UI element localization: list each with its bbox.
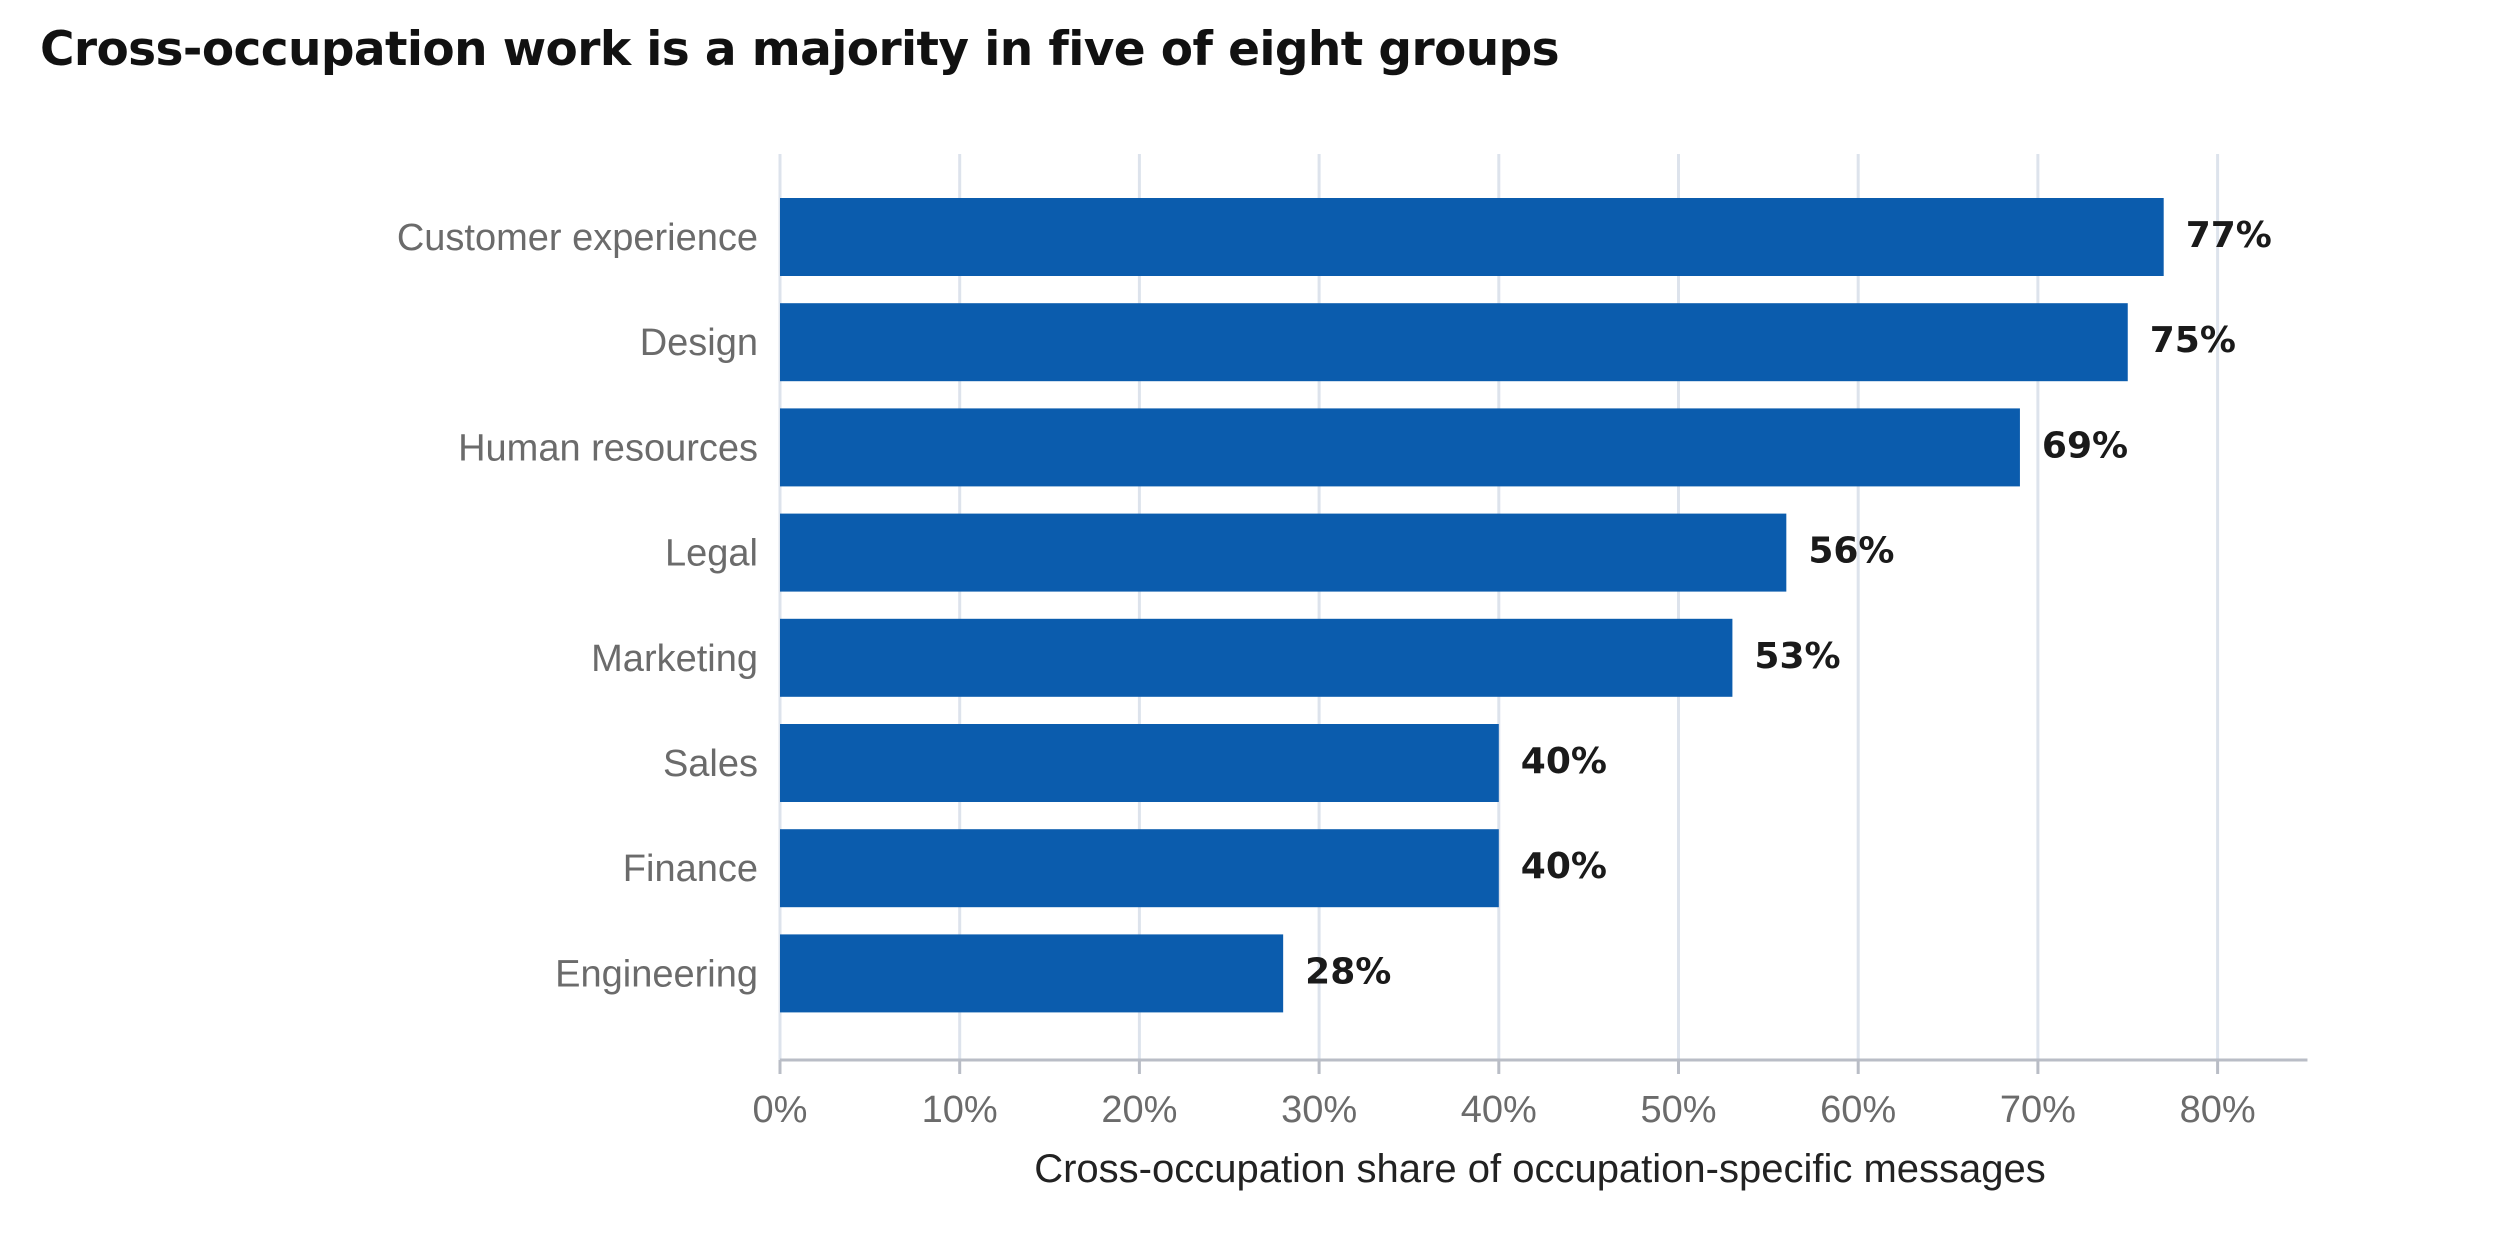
value-label: 75% [2150, 320, 2236, 361]
x-tick-label: 20% [1101, 1089, 1177, 1131]
bar-sales [780, 724, 1499, 802]
bar-finance [780, 829, 1499, 908]
x-tick-label: 10% [922, 1089, 998, 1131]
category-label: Human resources [458, 427, 758, 469]
category-label: Sales [663, 743, 758, 785]
category-label: Marketing [591, 638, 758, 680]
value-label: 56% [1808, 531, 1894, 572]
bar-legal [780, 513, 1787, 592]
category-label: Engineering [555, 953, 758, 995]
bars [780, 198, 2164, 1013]
category-label: Design [640, 322, 758, 364]
x-axis-title: Cross-occupation share of occupation-spe… [1034, 1147, 2046, 1191]
x-tick-label: 50% [1640, 1089, 1716, 1131]
category-label: Legal [665, 533, 758, 575]
chart-title: Cross-occupation work is a majority in f… [40, 22, 1560, 77]
x-tick-label: 30% [1281, 1089, 1357, 1131]
value-label: 40% [1521, 741, 1607, 782]
value-label: 77% [2186, 215, 2272, 256]
bar-design [780, 303, 2128, 382]
value-label: 53% [1754, 636, 1840, 677]
bar-engineering [780, 934, 1284, 1013]
x-tick-label: 40% [1461, 1089, 1537, 1131]
x-axis: 0% 10% 20% 30% 40% 50% 60% 70% 80% [753, 1058, 2308, 1131]
category-label: Customer experience [397, 217, 758, 259]
value-label: 69% [2042, 425, 2128, 466]
grid-lines [778, 154, 2220, 1060]
category-label: Finance [623, 848, 758, 890]
x-tick-label: 80% [2180, 1089, 2256, 1131]
bar-customer-experience [780, 198, 2164, 276]
bar-marketing [780, 618, 1733, 697]
labels: Customer experience 77% Design 75% Human res… [397, 215, 2272, 995]
value-label: 28% [1305, 951, 1391, 992]
x-tick-label: 70% [2000, 1089, 2076, 1131]
value-label: 40% [1521, 846, 1607, 887]
x-tick-label: 0% [753, 1089, 808, 1131]
bar-human-resources [780, 408, 2020, 487]
x-tick-label: 60% [1820, 1089, 1896, 1131]
